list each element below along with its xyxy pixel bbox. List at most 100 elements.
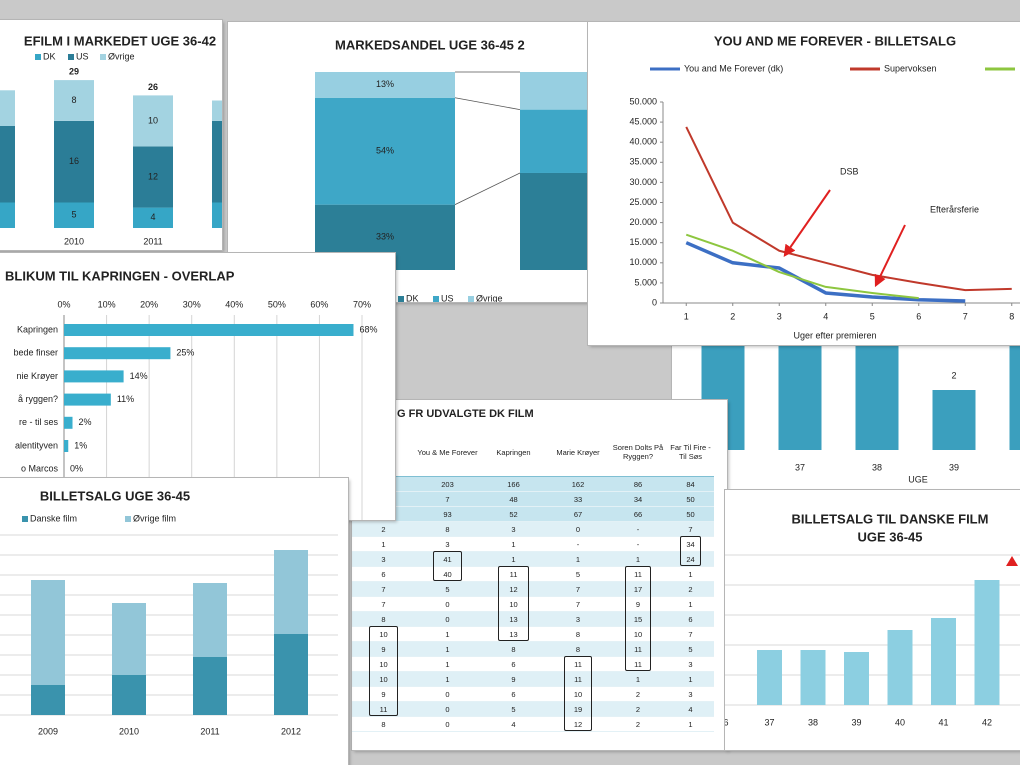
bar-segment [193,657,227,715]
chart-panel: EFILM I MARKEDET UGE 36-4251575168292010… [0,20,222,250]
column-header: Far Til Fire - Til Søs [667,428,714,477]
table-row: 1 3 1- -34 [352,536,714,552]
column-header: You & Me Forever [415,428,480,477]
legend-swatch [68,54,74,60]
table-cell: 3 [667,656,714,672]
table-cell: 50 [667,491,714,507]
chart-panel: G FR UDVALGTE DK FILM You & Me Forever Kap… [352,400,727,750]
column-header: Kapringen [480,428,547,477]
x-tick-label: 39 [851,717,861,727]
table-cell: 9 [480,671,547,687]
legend-label: Supervoksen [884,63,937,73]
y-tick-label: 20.000 [629,217,657,227]
chart-title: YOU AND ME FOREVER - BILLETSALG [714,33,956,48]
highlight-box [679,536,702,566]
x-tick-label: 1 [684,311,689,321]
table-cell: 8 [480,641,547,657]
bar [64,347,171,360]
table-cell: 4 [667,701,714,717]
table-cell: 7 [667,521,714,537]
table-cell: 5 [415,581,480,597]
bar [757,650,782,705]
table-cell: 10 [352,626,415,642]
y-tick-label: o Marcos [21,464,59,474]
table-cell: 5 [547,566,609,582]
table-cell: 10 [609,626,667,642]
table-cell: 7 [547,596,609,612]
legend-swatch [468,296,474,302]
column-header: Marie Krøyer [547,428,609,477]
legend-label: DK [406,293,419,302]
bar-segment [54,202,94,228]
bar-segment [520,172,590,270]
y-tick-label: 30.000 [629,177,657,187]
table-cell: 66 [609,506,667,522]
legend-swatch [125,516,131,522]
bar-segment [133,95,173,147]
table-cell: 1 [667,566,714,582]
table-cell: 33 [547,491,609,507]
y-tick-label: 10.000 [629,257,657,267]
table-cell: 7 [352,596,415,612]
table-cell: 1 [480,536,547,552]
value-label: 14% [130,371,148,381]
table-cell: 10 [352,671,415,687]
legend-label: You and Me Forever (dk) [684,63,783,73]
annotation: Efterårsferie [930,204,979,214]
table-cell: 1 [667,596,714,612]
table-cell: 34 [609,491,667,507]
value-label: 2 [951,370,956,380]
table-cell: 12 [480,581,547,597]
table-cell: 8 [415,521,480,537]
chart-panel: BLIKUM TIL KAPRINGEN - OVERLAP 0% 10% 20% 30… [0,253,395,520]
bar-segment [31,685,65,715]
table-cell: 11 [609,656,667,672]
bar-segment [133,207,173,228]
table-cell: 3 [352,551,415,567]
table-cell: 17 [609,581,667,597]
table-row: 11 0 5 19 2 4 [352,701,714,717]
x-tick-label: 6 [916,311,921,321]
bar [800,650,826,705]
table-cell: 8 [352,611,415,627]
bar [778,330,822,450]
series-line [685,126,1012,292]
segment-label: 8 [71,95,76,105]
legend-swatch [433,296,439,302]
value-label: 2% [79,417,92,427]
chart-panel: BILLETSALG UGE 36-45 2009 2010 2011 2012 Dans… [0,478,348,765]
highlight-box [369,626,398,716]
table-cell: 48 [480,491,547,507]
table-cell: 3 [480,521,547,537]
table-cell: 3 [415,536,480,552]
annotation-arrow [783,189,831,257]
x-tick-label: 4 [823,311,828,321]
bar-segment [0,202,15,228]
table-cell: 1 [415,641,480,657]
segment-label: 54% [376,146,394,156]
table-cell: 11 [352,701,415,717]
bar-segment [274,550,308,634]
table-cell: 19 [547,701,609,717]
bar-segment [54,120,94,203]
bar [64,440,69,452]
table-row: 93 52 67 66 50 [352,506,714,522]
table-row: 7 0 10 7 9 1 [352,596,714,612]
segment-label: 10 [148,115,158,125]
x-axis-label: UGE [908,474,928,484]
table-cell: 162 [547,476,609,492]
table-cell: 1 [352,536,415,552]
table-cell: 93 [415,506,480,522]
table-cell: 6 [480,686,547,702]
table-cell: 1 [480,551,547,567]
table-cell: 9 [609,596,667,612]
table-cell: 166 [480,476,547,492]
chart: BILLETSALG TIL DANSKE FILM UGE 36-45 6 37 38… [725,511,1020,727]
table-cell: 6 [480,656,547,672]
table-cell: 7 [547,581,609,597]
x-tick-label: 30% [183,299,201,309]
chart-title: UGE 36-45 [857,529,922,544]
bar [931,618,956,705]
x-tick-label: 50% [268,299,286,309]
